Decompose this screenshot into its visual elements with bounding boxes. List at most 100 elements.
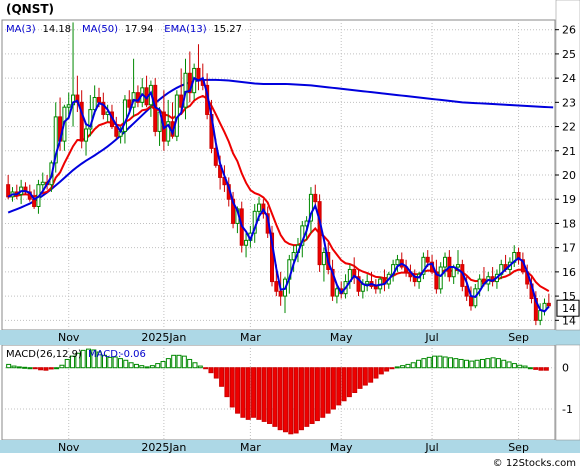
macd-bar [421, 358, 427, 369]
candle-body [96, 97, 102, 103]
macd-bar [219, 367, 225, 387]
price-x-tick-label: Sep [508, 331, 529, 344]
macd-bar [479, 358, 485, 369]
macd-bar [448, 357, 454, 369]
price-y-tick-label: 23 [562, 96, 576, 109]
macd-bar [352, 367, 358, 393]
candle-body [334, 288, 339, 297]
macd-bar [485, 358, 491, 369]
macd-bar [474, 359, 480, 369]
candle-body [477, 278, 482, 290]
macd-legend-label: MACD: [88, 349, 121, 360]
macd-bar [43, 367, 49, 371]
macd-bar [213, 367, 219, 379]
candle-body [455, 264, 461, 268]
macd-bar [6, 363, 12, 369]
price-x-tick-label: Mar [240, 331, 261, 344]
macd-title: MACD(26,12,9) [6, 349, 82, 360]
ma3-line [7, 76, 550, 313]
macd-bar [144, 366, 150, 369]
candle-body [516, 252, 521, 261]
macd-bar [309, 367, 315, 424]
candle-body [84, 128, 89, 142]
macd-bar [75, 352, 81, 369]
macd-bar [410, 362, 416, 369]
macd-bar [224, 367, 230, 398]
macd-bar [293, 367, 299, 434]
macd-bar [506, 361, 512, 369]
macd-bar [70, 355, 76, 369]
macd-bar [251, 367, 257, 418]
macd-bar [490, 357, 496, 369]
macd-bar [208, 367, 214, 374]
legend-label: EMA(13) [164, 24, 206, 35]
macd-bar [203, 367, 209, 370]
macd-bar [405, 363, 411, 369]
macd-bar [229, 367, 235, 408]
macd-bar [346, 367, 352, 398]
macd-bar [32, 367, 38, 370]
candle-body [421, 256, 426, 275]
macd-bar [27, 367, 33, 370]
macd-bar [373, 367, 379, 379]
macd-x-tick-label: May [330, 441, 353, 454]
macd-bar [149, 365, 155, 369]
macd-bar [341, 367, 347, 402]
macd-x-axis-strip [0, 440, 580, 453]
macd-bar [22, 366, 28, 369]
macd-bar [272, 367, 278, 427]
macd-bar [59, 364, 65, 369]
macd-bar [463, 359, 469, 369]
macd-bar [240, 367, 246, 418]
macd-bar [256, 367, 262, 420]
candle-body [66, 104, 71, 108]
chart-title: (QNST) [6, 2, 54, 16]
macd-bar [336, 367, 342, 406]
macd-bar [394, 366, 400, 369]
macd-bar [123, 359, 129, 369]
candle-body [291, 252, 296, 261]
macd-bar [511, 363, 517, 369]
macd-bar [432, 355, 438, 369]
price-y-tick-label: 21 [562, 145, 576, 158]
candle-body [274, 281, 279, 292]
macd-y-tick-label: -1 [562, 403, 573, 416]
macd-bar [320, 367, 326, 418]
macd-bar [325, 367, 331, 414]
macd-bar [384, 367, 390, 372]
legend-value: 17.94 [125, 24, 154, 35]
candle-body [330, 268, 335, 297]
macd-bar [442, 356, 448, 369]
candle-body [101, 101, 106, 115]
macd-x-tick-label: Nov [58, 441, 80, 454]
macd-bar [277, 367, 283, 431]
macd-bar [543, 367, 549, 371]
macd-bar [192, 362, 198, 369]
macd-bar [458, 358, 464, 369]
candle-body [278, 290, 283, 297]
candle-body [425, 256, 430, 263]
candle-body [468, 295, 473, 307]
macd-bar [155, 363, 161, 369]
candle-body [438, 266, 443, 290]
macd-bar [54, 367, 60, 370]
candle-body [321, 252, 326, 266]
macd-bar [160, 361, 166, 369]
price-x-tick-label: Nov [58, 331, 80, 344]
macd-bar [171, 354, 177, 369]
macd-bar [533, 367, 539, 370]
price-y-tick-label: 26 [562, 24, 576, 37]
candle-body [356, 276, 361, 292]
legend-value: 14.18 [43, 24, 72, 35]
macd-bar [165, 358, 171, 369]
candle-body [53, 116, 58, 164]
macd-bar [362, 367, 368, 386]
price-x-tick-label: May [330, 331, 353, 344]
candle-body [166, 121, 171, 142]
macd-bar [288, 367, 294, 435]
price-y-tick-label: 25 [562, 48, 576, 61]
candle-body [127, 99, 132, 108]
macd-y-axis [555, 344, 580, 441]
price-y-tick-label: 16 [562, 266, 576, 279]
macd-bar [38, 367, 44, 371]
